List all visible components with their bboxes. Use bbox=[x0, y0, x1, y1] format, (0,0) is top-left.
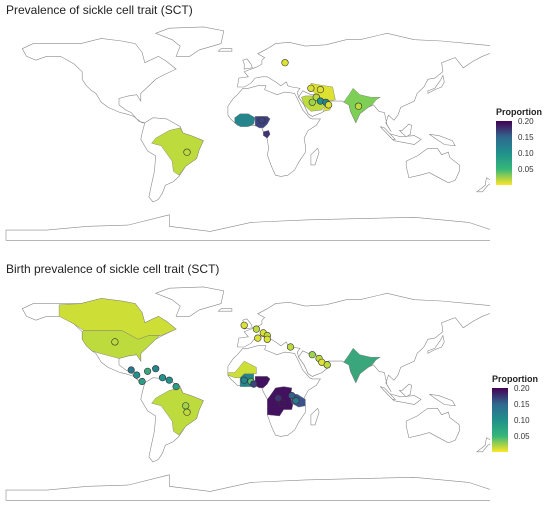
landmass-uk bbox=[242, 58, 253, 70]
study-point bbox=[258, 116, 266, 124]
landmass-greenland bbox=[154, 286, 225, 317]
landmass-eurasia bbox=[237, 32, 490, 132]
study-point bbox=[325, 101, 333, 109]
study-point bbox=[252, 325, 260, 333]
study-point bbox=[127, 366, 135, 374]
study-point bbox=[308, 98, 316, 106]
study-point bbox=[288, 391, 296, 400]
study-point bbox=[183, 148, 191, 156]
landmass-madagascar bbox=[310, 407, 320, 426]
landmass-indonesia bbox=[380, 126, 422, 145]
study-point bbox=[138, 377, 146, 386]
landmass-australia bbox=[405, 408, 460, 444]
shaded-country bbox=[263, 130, 271, 139]
study-point bbox=[172, 382, 180, 391]
landmass-japan bbox=[427, 334, 445, 354]
study-point bbox=[274, 394, 282, 402]
legend-colorbar bbox=[492, 388, 508, 452]
legend-tick: 0.20 bbox=[518, 117, 534, 126]
study-point bbox=[354, 102, 363, 110]
landmass-iceland bbox=[217, 48, 233, 52]
study-point bbox=[307, 84, 315, 92]
legend-title: Proportion bbox=[492, 374, 538, 384]
legend-tick: 0.05 bbox=[518, 165, 534, 174]
study-point bbox=[250, 380, 258, 388]
landmass-australia bbox=[405, 148, 460, 184]
study-point bbox=[263, 335, 271, 343]
study-point bbox=[144, 367, 152, 375]
shaded-country bbox=[151, 127, 204, 176]
study-point bbox=[133, 371, 141, 379]
study-point bbox=[183, 408, 191, 416]
study-point bbox=[165, 376, 173, 384]
legend-tick: 0.10 bbox=[518, 149, 534, 158]
landmass-borneo bbox=[398, 123, 412, 138]
shaded-country bbox=[234, 113, 256, 127]
shaded-country bbox=[343, 347, 381, 384]
world-map-prevalence bbox=[5, 26, 490, 241]
landmass-japan bbox=[427, 74, 445, 94]
study-point bbox=[158, 374, 167, 382]
study-point bbox=[152, 365, 160, 373]
study-point bbox=[182, 402, 190, 410]
shaded-country bbox=[310, 82, 336, 102]
study-point bbox=[316, 85, 325, 94]
study-point bbox=[286, 343, 295, 351]
landmass-new-zealand bbox=[476, 177, 490, 193]
study-point bbox=[240, 376, 248, 384]
study-point bbox=[281, 59, 289, 67]
world-map-birth-prevalence bbox=[5, 286, 490, 501]
legend-tick: 0.10 bbox=[514, 416, 530, 425]
study-point bbox=[308, 351, 316, 359]
landmass-new-guinea bbox=[429, 134, 456, 147]
landmass-antarctica bbox=[5, 474, 490, 501]
legend-tick: 0.15 bbox=[518, 133, 534, 142]
landmass-new-zealand bbox=[476, 437, 490, 453]
legend-colorbar bbox=[496, 121, 512, 185]
landmass-africa bbox=[227, 85, 321, 177]
landmass-indonesia bbox=[380, 386, 422, 405]
legend-tick: 0.20 bbox=[514, 384, 530, 393]
legend-title: Proportion bbox=[496, 107, 542, 117]
shaded-country bbox=[254, 376, 271, 389]
study-point bbox=[240, 321, 248, 329]
landmass-sumatra bbox=[380, 126, 396, 140]
landmass-antarctica bbox=[5, 214, 490, 241]
study-point bbox=[323, 361, 331, 369]
landmass-madagascar bbox=[310, 147, 320, 166]
legend-tick: 0.05 bbox=[514, 432, 530, 441]
study-point bbox=[278, 399, 286, 407]
landmass-new-guinea bbox=[429, 394, 456, 407]
legend-tick: 0.15 bbox=[514, 400, 530, 409]
panel-1-title: Prevalence of sickle cell trait (SCT) bbox=[6, 3, 193, 17]
landmass-greenland bbox=[154, 26, 225, 57]
legend-birth-prevalence: Proportion 0.20 0.15 0.10 0.05 bbox=[492, 374, 550, 458]
landmass-borneo bbox=[398, 383, 412, 398]
panel-2-title: Birth prevalence of sickle cell trait (S… bbox=[6, 262, 220, 276]
landmass-eurasia bbox=[237, 292, 490, 392]
landmass-north-america bbox=[21, 38, 177, 124]
landmass-sumatra bbox=[380, 386, 396, 400]
shaded-country bbox=[227, 360, 257, 378]
legend-prevalence: Proportion 0.20 0.15 0.10 0.05 bbox=[496, 107, 550, 191]
study-point bbox=[111, 338, 119, 346]
shaded-country bbox=[82, 330, 161, 362]
study-point bbox=[254, 334, 262, 342]
landmass-iceland bbox=[217, 308, 233, 312]
study-point bbox=[292, 397, 300, 405]
